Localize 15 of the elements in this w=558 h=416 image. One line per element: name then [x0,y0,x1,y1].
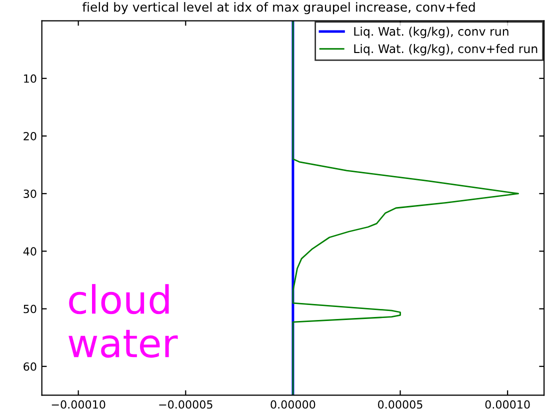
x-tick-label: −0.00010 [52,400,106,409]
legend-label: Liq. Wat. (kg/kg), conv run [354,26,508,38]
x-tick-label: 0.00000 [270,400,316,409]
x-tick-label: 0.00005 [378,400,422,409]
y-tick-label: 30 [24,190,36,198]
y-tick-label: 10 [24,74,36,83]
x-tick-label: −0.00005 [159,400,212,409]
y-tick-label: 50 [24,304,36,314]
y-tick-label: 40 [23,247,36,256]
y-tick-label: 60 [24,362,36,371]
chart-title: field by vertical level at idx of max graupel increase, conv+fed [82,2,475,14]
annotation: cloud water [68,284,178,358]
x-tick-label: 0.00010 [485,400,530,409]
legend-label: Liq. Wat. (kg/kg), conv+fed run [354,44,538,56]
y-tick-label: 20 [24,132,36,140]
